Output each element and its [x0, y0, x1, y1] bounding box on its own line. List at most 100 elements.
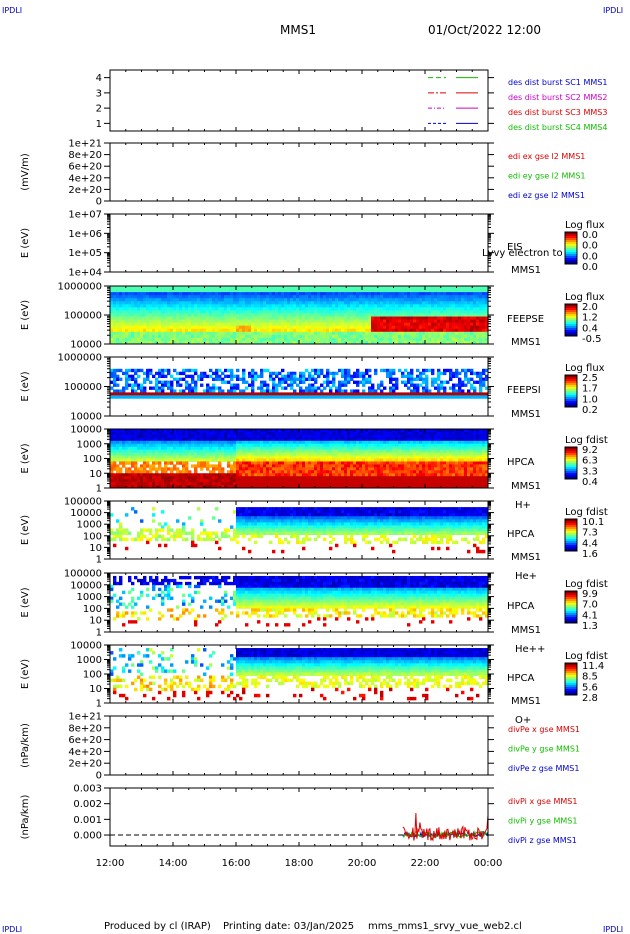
spectrogram-cell — [287, 452, 291, 456]
spectrogram-cell — [419, 295, 423, 299]
spectrogram-cell — [125, 383, 129, 387]
spectrogram-cell — [266, 331, 270, 336]
spectrogram-cell — [170, 289, 174, 293]
spectrogram-cell — [215, 479, 219, 483]
spectrogram-cell — [479, 319, 483, 324]
spectrogram-cell — [197, 298, 201, 302]
spectrogram-cell — [419, 286, 423, 290]
spectrogram-cell — [278, 319, 282, 324]
spectrogram-cell — [119, 449, 123, 453]
spectrogram-cell — [191, 298, 195, 302]
spectrogram-cell — [461, 383, 465, 387]
spectrogram-cell — [272, 371, 276, 376]
spectrogram-cell — [365, 292, 369, 296]
spectrogram-cell — [131, 473, 135, 477]
spectrogram-cell — [440, 392, 444, 396]
spectrogram-cell — [401, 310, 405, 314]
spectrogram-cell — [239, 431, 243, 436]
spectrogram-cell — [326, 380, 330, 384]
spectrogram-cell — [464, 392, 468, 396]
spectrogram-cell — [113, 310, 117, 314]
spectrogram-cell — [125, 434, 129, 439]
spectrogram-cell — [353, 286, 357, 290]
spectrogram-cell — [176, 334, 180, 339]
spectrogram-cell — [116, 395, 120, 399]
spectrogram-cell — [470, 295, 474, 299]
spectrogram-cell — [398, 304, 402, 308]
spectrogram-cell — [257, 331, 261, 336]
spectrogram-cell — [347, 331, 351, 336]
spectrogram-cell — [221, 319, 225, 324]
spectrogram-cell — [293, 331, 297, 336]
spectrogram-cell — [449, 371, 453, 376]
spectrogram-cell — [293, 380, 297, 384]
spectrogram-cell — [305, 395, 309, 399]
spectrogram-cell — [167, 368, 171, 373]
spectrogram-cell — [479, 377, 483, 381]
spectrogram-cell — [215, 458, 219, 462]
spectrogram-cell — [257, 458, 261, 462]
spectrogram-cell — [179, 328, 183, 333]
spectrogram-cell — [251, 316, 255, 320]
spectrogram-cell — [245, 392, 249, 396]
spectrogram-cell — [233, 429, 237, 433]
spectrogram-cell — [182, 467, 186, 471]
spectrogram-cell — [179, 452, 183, 456]
colorbar-step — [565, 397, 577, 400]
spectrogram-cell — [251, 307, 255, 311]
spectrogram-cell — [428, 301, 432, 305]
spectrogram-cell — [398, 298, 402, 302]
spectrogram-cell — [413, 331, 417, 336]
colorbar-title: Log flux — [565, 363, 605, 374]
spectrogram-cell — [275, 316, 279, 320]
spectrogram-cell — [377, 313, 381, 317]
spectrogram-cell — [203, 301, 207, 305]
spectrogram-cell — [443, 389, 447, 393]
spectrogram-cell — [305, 307, 309, 311]
spectrogram-cell — [164, 328, 168, 333]
spectrogram-cell — [434, 313, 438, 317]
spectrogram-cell — [122, 331, 126, 336]
spectrogram-cell — [425, 295, 429, 299]
spectrogram-cell — [209, 325, 213, 330]
spectrogram-cell — [185, 374, 189, 379]
spectrogram-cell — [200, 446, 204, 451]
legend-entry: des dist burst SC4 MMS4 — [508, 123, 607, 132]
spectrogram-cell — [122, 429, 126, 433]
spectrogram-cell — [161, 443, 165, 448]
spectrogram-cell — [200, 374, 204, 379]
spectrogram-cell — [245, 467, 249, 471]
spectrogram-cell — [137, 340, 141, 345]
spectrogram-cell — [335, 325, 339, 330]
colorbar-step — [565, 308, 577, 311]
spectrogram-cell — [263, 446, 267, 451]
spectrogram-cell — [272, 464, 276, 468]
spectrogram-cell — [185, 455, 189, 459]
spectrogram-cell — [149, 467, 153, 471]
spectrogram-cell — [458, 380, 462, 384]
spectrogram-cell — [134, 464, 138, 468]
spectrogram-cell — [344, 322, 348, 327]
spectrogram-cell — [302, 374, 306, 379]
spectrogram-cell — [299, 452, 303, 456]
spectrogram-cell — [209, 319, 213, 324]
spectrogram-cell — [164, 449, 168, 453]
spectrogram-cell — [173, 307, 177, 311]
spectrogram-cell — [260, 479, 264, 483]
spectrogram-cell — [374, 304, 378, 308]
spectrogram-cell — [452, 286, 456, 290]
spectrogram-cell — [287, 374, 291, 379]
spectrogram-cell — [209, 449, 213, 453]
spectrogram-cell — [458, 377, 462, 381]
spectrogram-cell — [443, 331, 447, 336]
spectrogram-cell — [122, 316, 126, 320]
spectrogram-cell — [167, 392, 171, 396]
spectrogram-cell — [173, 452, 177, 456]
spectrogram-cell — [122, 473, 126, 477]
spectrogram-cell — [422, 371, 426, 376]
spectrogram-cell — [365, 316, 369, 320]
spectrogram-cell — [275, 334, 279, 339]
y-tick-label: 8e+20 — [68, 150, 102, 161]
spectrogram-cell — [377, 325, 381, 330]
spectrogram-cell — [152, 440, 156, 445]
